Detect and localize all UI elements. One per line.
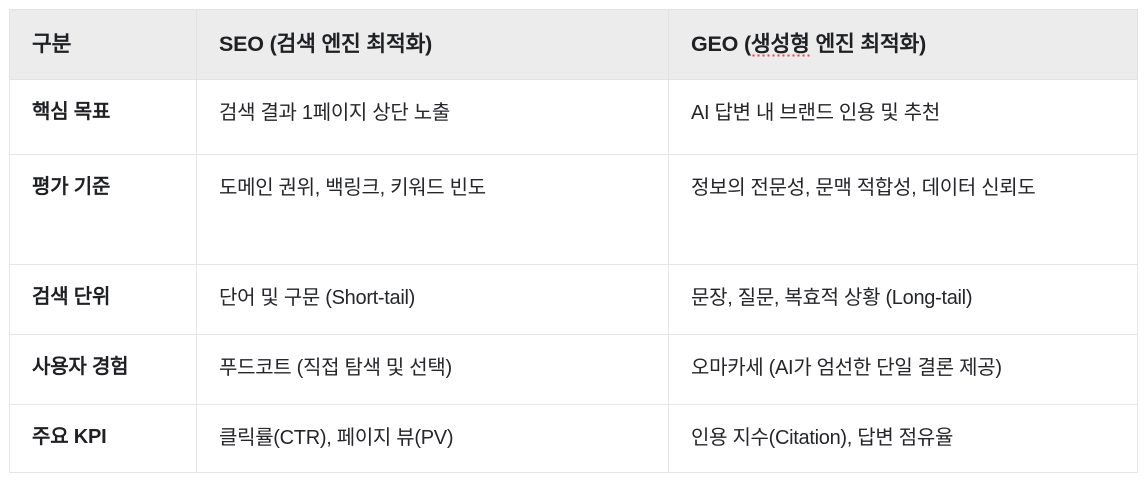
column-header-category: 구분 [9, 8, 197, 81]
cell-geo-search-unit: 문장, 질문, 복효적 상황 (Long-tail) [668, 264, 1138, 336]
seo-geo-comparison-table: 구분 SEO (검색 엔진 최적화) GEO (생성형 엔진 최적화) 핵심 목… [9, 8, 1138, 474]
column-header-geo-spellchecked-term: 생성형 [750, 32, 810, 59]
cell-seo-core-goal: 검색 결과 1페이지 상단 노출 [196, 79, 669, 156]
cell-seo-evaluation-criteria: 도메인 권위, 백링크, 키워드 빈도 [196, 154, 669, 266]
row-label-main-kpi: 주요 KPI [9, 404, 197, 474]
table-row: 사용자 경험 푸드코트 (직접 탐색 및 선택) 오마카세 (AI가 엄선한 단… [9, 334, 1138, 406]
cell-geo-user-experience: 오마카세 (AI가 엄선한 단일 결론 제공) [668, 334, 1138, 406]
table-row: 평가 기준 도메인 권위, 백링크, 키워드 빈도 정보의 전문성, 문맥 적합… [9, 154, 1138, 266]
column-header-geo: GEO (생성형 엔진 최적화) [668, 8, 1138, 81]
column-header-seo: SEO (검색 엔진 최적화) [196, 8, 669, 81]
cell-seo-search-unit: 단어 및 구문 (Short-tail) [196, 264, 669, 336]
cell-seo-user-experience: 푸드코트 (직접 탐색 및 선택) [196, 334, 669, 406]
column-header-geo-prefix: GEO ( [691, 32, 751, 56]
header-row: 구분 SEO (검색 엔진 최적화) GEO (생성형 엔진 최적화) [9, 8, 1138, 81]
row-label-core-goal: 핵심 목표 [9, 79, 197, 156]
row-label-user-experience: 사용자 경험 [9, 334, 197, 406]
table-header: 구분 SEO (검색 엔진 최적화) GEO (생성형 엔진 최적화) [9, 8, 1138, 81]
cell-geo-main-kpi: 인용 지수(Citation), 답변 점유율 [668, 404, 1138, 474]
cell-seo-main-kpi: 클릭률(CTR), 페이지 뷰(PV) [196, 404, 669, 474]
column-header-geo-suffix: 엔진 최적화) [809, 32, 927, 56]
cell-geo-evaluation-criteria: 정보의 전문성, 문맥 적합성, 데이터 신뢰도 [668, 154, 1138, 266]
table-row: 검색 단위 단어 및 구문 (Short-tail) 문장, 질문, 복효적 상… [9, 264, 1138, 336]
table-row: 주요 KPI 클릭률(CTR), 페이지 뷰(PV) 인용 지수(Citatio… [9, 404, 1138, 474]
cell-geo-core-goal: AI 답변 내 브랜드 인용 및 추천 [668, 79, 1138, 156]
table-row: 핵심 목표 검색 결과 1페이지 상단 노출 AI 답변 내 브랜드 인용 및 … [9, 79, 1138, 156]
table-body: 핵심 목표 검색 결과 1페이지 상단 노출 AI 답변 내 브랜드 인용 및 … [9, 79, 1138, 474]
row-label-search-unit: 검색 단위 [9, 264, 197, 336]
row-label-evaluation-criteria: 평가 기준 [9, 154, 197, 266]
